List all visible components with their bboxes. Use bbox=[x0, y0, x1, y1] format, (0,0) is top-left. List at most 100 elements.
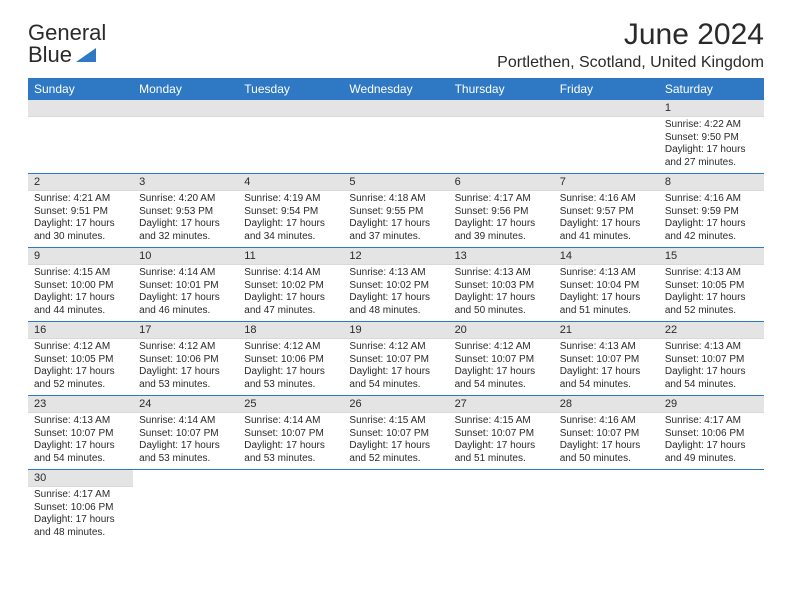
day-cell bbox=[238, 470, 343, 544]
day-line: Sunrise: 4:17 AM bbox=[665, 415, 758, 428]
day-cell: 12Sunrise: 4:13 AMSunset: 10:02 PMDaylig… bbox=[343, 248, 448, 322]
day-line: Daylight: 17 hours bbox=[560, 218, 653, 231]
day-body: Sunrise: 4:14 AMSunset: 10:01 PMDaylight… bbox=[133, 265, 238, 321]
day-line: Sunrise: 4:13 AM bbox=[665, 267, 758, 280]
day-cell: 30Sunrise: 4:17 AMSunset: 10:06 PMDaylig… bbox=[28, 470, 133, 544]
day-number: 20 bbox=[449, 322, 554, 339]
day-line: Sunrise: 4:16 AM bbox=[560, 415, 653, 428]
day-line: Daylight: 17 hours bbox=[665, 144, 758, 157]
day-line: Sunset: 9:55 PM bbox=[349, 206, 442, 219]
day-number bbox=[343, 470, 448, 486]
day-line: Sunrise: 4:13 AM bbox=[455, 267, 548, 280]
day-line: Sunset: 10:03 PM bbox=[455, 280, 548, 293]
day-body: Sunrise: 4:17 AMSunset: 9:56 PMDaylight:… bbox=[449, 191, 554, 247]
day-line: Sunset: 10:05 PM bbox=[665, 280, 758, 293]
day-number: 4 bbox=[238, 174, 343, 191]
day-line: Daylight: 17 hours bbox=[455, 292, 548, 305]
day-line: Daylight: 17 hours bbox=[244, 366, 337, 379]
day-line: Daylight: 17 hours bbox=[455, 366, 548, 379]
day-number: 17 bbox=[133, 322, 238, 339]
day-line: Sunset: 10:06 PM bbox=[139, 354, 232, 367]
day-cell: 10Sunrise: 4:14 AMSunset: 10:01 PMDaylig… bbox=[133, 248, 238, 322]
day-body: Sunrise: 4:19 AMSunset: 9:54 PMDaylight:… bbox=[238, 191, 343, 247]
day-number: 14 bbox=[554, 248, 659, 265]
week-row: 30Sunrise: 4:17 AMSunset: 10:06 PMDaylig… bbox=[28, 470, 764, 544]
day-body: Sunrise: 4:12 AMSunset: 10:06 PMDaylight… bbox=[133, 339, 238, 395]
day-body bbox=[449, 486, 554, 492]
day-line: Sunset: 10:07 PM bbox=[560, 354, 653, 367]
day-line: Sunset: 10:07 PM bbox=[560, 428, 653, 441]
day-body: Sunrise: 4:14 AMSunset: 10:07 PMDaylight… bbox=[133, 413, 238, 469]
dh-thu: Thursday bbox=[449, 78, 554, 100]
day-cell: 1Sunrise: 4:22 AMSunset: 9:50 PMDaylight… bbox=[659, 100, 764, 174]
day-line: Sunrise: 4:15 AM bbox=[349, 415, 442, 428]
day-line: Sunrise: 4:15 AM bbox=[455, 415, 548, 428]
day-cell: 2Sunrise: 4:21 AMSunset: 9:51 PMDaylight… bbox=[28, 174, 133, 248]
day-line: Daylight: 17 hours bbox=[455, 440, 548, 453]
day-line: Sunset: 10:06 PM bbox=[665, 428, 758, 441]
day-line: Sunset: 10:02 PM bbox=[349, 280, 442, 293]
day-line: Sunrise: 4:14 AM bbox=[244, 267, 337, 280]
day-line: Daylight: 17 hours bbox=[349, 440, 442, 453]
week-row: 2Sunrise: 4:21 AMSunset: 9:51 PMDaylight… bbox=[28, 174, 764, 248]
day-header-row: Sunday Monday Tuesday Wednesday Thursday… bbox=[28, 78, 764, 100]
day-line: Daylight: 17 hours bbox=[349, 366, 442, 379]
day-line: Daylight: 17 hours bbox=[665, 218, 758, 231]
day-number: 3 bbox=[133, 174, 238, 191]
day-line: Sunrise: 4:19 AM bbox=[244, 193, 337, 206]
day-line: and 49 minutes. bbox=[665, 453, 758, 466]
day-line: and 48 minutes. bbox=[349, 305, 442, 318]
day-line: Sunrise: 4:12 AM bbox=[349, 341, 442, 354]
day-cell bbox=[449, 470, 554, 544]
day-line: Sunrise: 4:20 AM bbox=[139, 193, 232, 206]
day-body bbox=[238, 117, 343, 165]
dh-sun: Sunday bbox=[28, 78, 133, 100]
day-number bbox=[343, 100, 448, 117]
day-body: Sunrise: 4:15 AMSunset: 10:07 PMDaylight… bbox=[343, 413, 448, 469]
dh-sat: Saturday bbox=[659, 78, 764, 100]
day-cell: 3Sunrise: 4:20 AMSunset: 9:53 PMDaylight… bbox=[133, 174, 238, 248]
day-line: Daylight: 17 hours bbox=[665, 292, 758, 305]
day-line: Daylight: 17 hours bbox=[34, 440, 127, 453]
logo-text-block: General Blue bbox=[28, 22, 106, 66]
day-number: 29 bbox=[659, 396, 764, 413]
day-number: 30 bbox=[28, 470, 133, 487]
day-number: 22 bbox=[659, 322, 764, 339]
day-line: Sunset: 10:06 PM bbox=[34, 502, 127, 515]
day-number: 11 bbox=[238, 248, 343, 265]
day-cell: 4Sunrise: 4:19 AMSunset: 9:54 PMDaylight… bbox=[238, 174, 343, 248]
day-line: Daylight: 17 hours bbox=[139, 218, 232, 231]
day-line: and 39 minutes. bbox=[455, 231, 548, 244]
day-cell bbox=[343, 100, 448, 174]
day-body: Sunrise: 4:13 AMSunset: 10:07 PMDaylight… bbox=[28, 413, 133, 469]
dh-mon: Monday bbox=[133, 78, 238, 100]
day-line: and 52 minutes. bbox=[665, 305, 758, 318]
logo-line2: Blue bbox=[28, 44, 72, 66]
day-line: Daylight: 17 hours bbox=[244, 218, 337, 231]
day-cell: 23Sunrise: 4:13 AMSunset: 10:07 PMDaylig… bbox=[28, 396, 133, 470]
dh-wed: Wednesday bbox=[343, 78, 448, 100]
day-line: Sunrise: 4:18 AM bbox=[349, 193, 442, 206]
day-line: Daylight: 17 hours bbox=[139, 292, 232, 305]
day-cell: 20Sunrise: 4:12 AMSunset: 10:07 PMDaylig… bbox=[449, 322, 554, 396]
day-cell: 7Sunrise: 4:16 AMSunset: 9:57 PMDaylight… bbox=[554, 174, 659, 248]
day-line: Sunrise: 4:12 AM bbox=[244, 341, 337, 354]
week-row: 23Sunrise: 4:13 AMSunset: 10:07 PMDaylig… bbox=[28, 396, 764, 470]
day-line: and 41 minutes. bbox=[560, 231, 653, 244]
day-body: Sunrise: 4:13 AMSunset: 10:03 PMDaylight… bbox=[449, 265, 554, 321]
month-title: June 2024 bbox=[497, 18, 764, 52]
day-number: 26 bbox=[343, 396, 448, 413]
day-line: and 54 minutes. bbox=[665, 379, 758, 392]
day-cell bbox=[449, 100, 554, 174]
day-line: and 47 minutes. bbox=[244, 305, 337, 318]
day-line: and 52 minutes. bbox=[349, 453, 442, 466]
day-line: Daylight: 17 hours bbox=[34, 292, 127, 305]
calendar-table: Sunday Monday Tuesday Wednesday Thursday… bbox=[28, 78, 764, 543]
day-cell bbox=[238, 100, 343, 174]
day-body: Sunrise: 4:14 AMSunset: 10:02 PMDaylight… bbox=[238, 265, 343, 321]
day-line: Sunset: 10:07 PM bbox=[34, 428, 127, 441]
header: General Blue June 2024 Portlethen, Scotl… bbox=[28, 18, 764, 72]
day-body bbox=[343, 486, 448, 492]
day-line: and 54 minutes. bbox=[34, 453, 127, 466]
day-cell: 6Sunrise: 4:17 AMSunset: 9:56 PMDaylight… bbox=[449, 174, 554, 248]
